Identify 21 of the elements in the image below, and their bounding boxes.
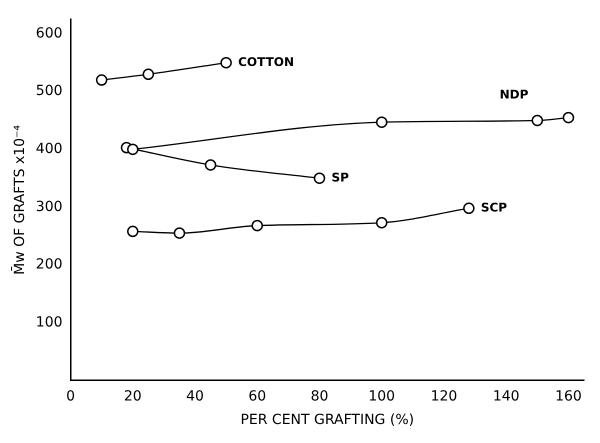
- y-tick-label: 200: [36, 256, 63, 273]
- x-tick-label: 100: [368, 388, 396, 404]
- x-tick-label: 60: [248, 388, 266, 404]
- series-label: SCP: [480, 200, 508, 214]
- x-tick-label: 160: [555, 388, 582, 404]
- series-label: SP: [331, 170, 350, 184]
- x-tick-label: 120: [430, 388, 458, 404]
- x-tick-label: 20: [124, 388, 142, 404]
- series-label: COTTON: [238, 54, 294, 69]
- y-tick-label: 300: [36, 198, 63, 215]
- x-tick-label: 40: [186, 388, 204, 404]
- y-tick-label: 400: [36, 141, 63, 157]
- y-tick-label: 500: [36, 83, 63, 100]
- x-axis-title: PER CENT GRAFTING (%): [240, 412, 414, 428]
- y-tick-label: 100: [36, 314, 63, 330]
- x-tick-label: 80: [310, 388, 328, 404]
- y-tick-label: 600: [36, 25, 63, 42]
- series-label: NDP: [500, 88, 529, 102]
- x-tick-label: 140: [492, 388, 520, 404]
- y-axis-title: M̄w OF GRAFTS x10⁻⁴: [10, 124, 28, 275]
- x-tick-label: 0: [66, 388, 75, 404]
